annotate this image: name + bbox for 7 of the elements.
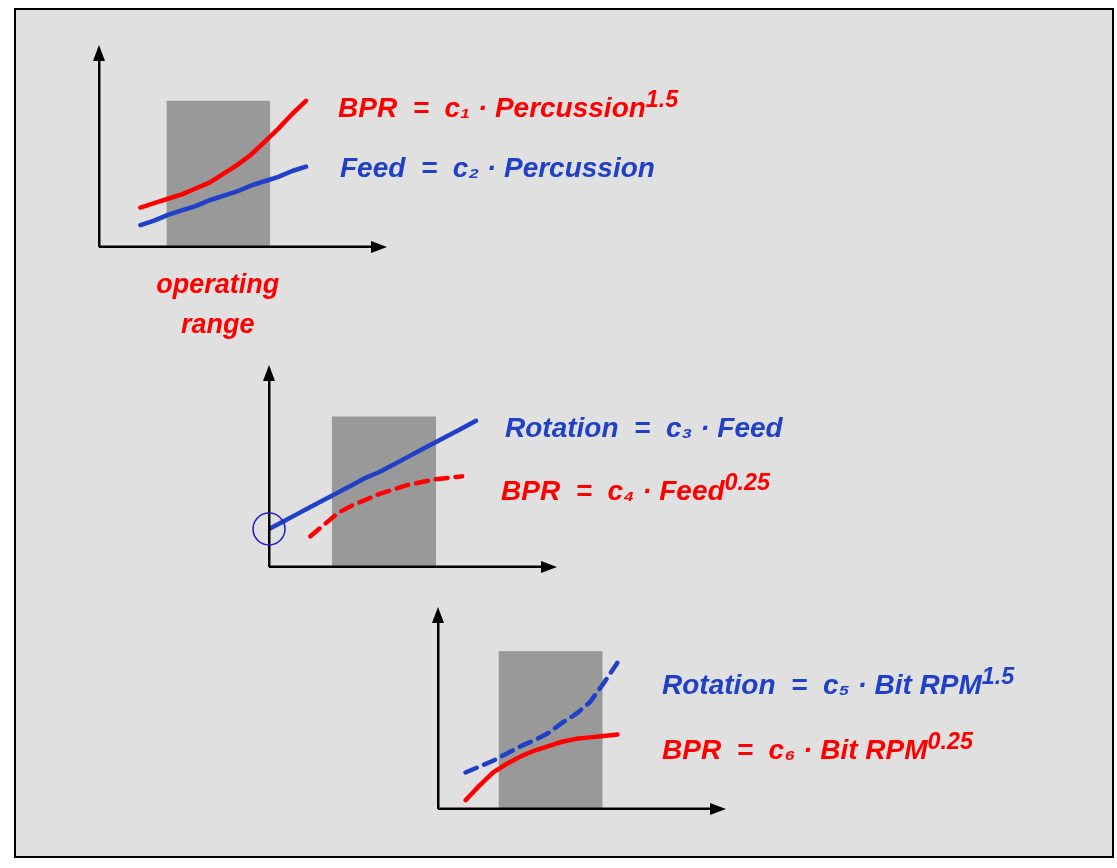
series-label: Rotation = c₅ · Bit RPM$^{1.5}$	[662, 663, 1015, 702]
series-label: BPR = c₄ · Feed$^{0.25}$	[501, 469, 771, 508]
series-label: Feed = c₂ · Percussion	[340, 152, 655, 184]
text: operating range	[155, 268, 281, 341]
series-label: BPR = c₁ · Percussion$^{1.5}$	[338, 86, 679, 125]
series-label: BPR = c₆ · Bit RPM$^{0.25}$	[662, 728, 973, 767]
series-label: Rotation = c₃ · Feed	[505, 412, 783, 444]
